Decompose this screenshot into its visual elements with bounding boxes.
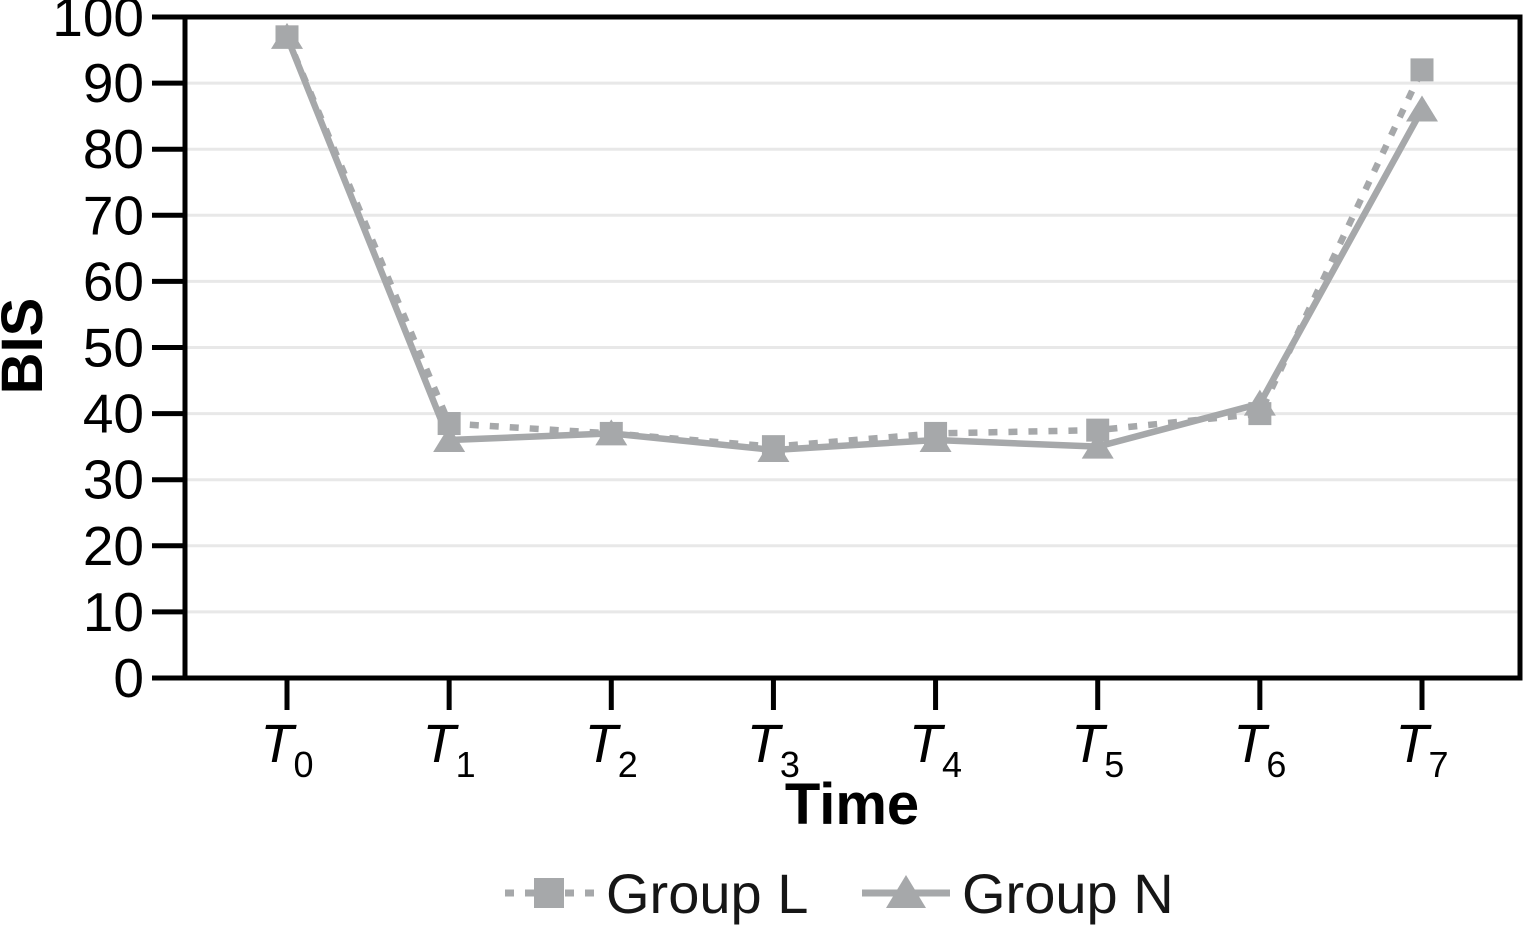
legend-item-group-l: Group L bbox=[505, 862, 808, 925]
x-tick-label: T3 bbox=[747, 714, 800, 785]
y-tick-label: 70 bbox=[83, 184, 144, 246]
marker-square bbox=[1086, 418, 1110, 442]
marker-square bbox=[275, 25, 299, 49]
marker-square bbox=[1248, 402, 1272, 426]
data-series bbox=[271, 22, 1438, 462]
y-tick-label: 20 bbox=[83, 515, 144, 577]
legend: Group L Group N bbox=[505, 862, 1174, 925]
legend-label-group-n: Group N bbox=[962, 862, 1174, 925]
x-tick-label: T5 bbox=[1071, 714, 1124, 785]
legend-triangle-marker-icon bbox=[886, 875, 926, 908]
y-tick-label: 50 bbox=[83, 317, 144, 379]
series-line-group-l bbox=[284, 35, 1425, 450]
y-tick-label: 60 bbox=[83, 250, 144, 312]
y-tick-label: 80 bbox=[83, 118, 144, 180]
x-tick-label: T4 bbox=[909, 714, 962, 785]
y-tick-label: 90 bbox=[83, 52, 144, 114]
y-tick-label: 100 bbox=[52, 0, 144, 48]
marker-square bbox=[437, 412, 461, 436]
marker-square bbox=[1410, 58, 1434, 82]
marker-triangle bbox=[433, 426, 466, 453]
x-tick-label: T1 bbox=[423, 714, 476, 785]
marker-square bbox=[599, 421, 623, 445]
legend-label-group-l: Group L bbox=[606, 862, 808, 925]
gridlines bbox=[185, 81, 1520, 614]
x-tick-label: T0 bbox=[260, 714, 313, 785]
x-tick-label: T6 bbox=[1233, 714, 1286, 785]
marker-square bbox=[924, 421, 948, 445]
x-axis-ticks bbox=[284, 678, 1425, 710]
marker-triangle bbox=[1081, 432, 1114, 459]
marker-triangle bbox=[1406, 95, 1438, 122]
x-tick-label: T2 bbox=[585, 714, 638, 785]
y-tick-label: 40 bbox=[83, 383, 144, 445]
series-line-group-n bbox=[283, 35, 1425, 454]
y-tick-label: 10 bbox=[83, 581, 144, 643]
legend-item-group-n: Group N bbox=[862, 862, 1174, 925]
y-axis-title: BIS bbox=[0, 298, 55, 395]
x-axis-tick-labels: T0 T1 T2 T3 T4 T5 T6 T7 bbox=[260, 714, 1448, 785]
y-axis-ticks bbox=[152, 14, 185, 681]
y-tick-label: 30 bbox=[83, 449, 144, 511]
marker-square bbox=[761, 435, 785, 459]
x-tick-label: T7 bbox=[1395, 714, 1448, 785]
y-tick-label: 0 bbox=[113, 647, 144, 709]
legend-square-marker-icon bbox=[534, 878, 564, 908]
x-axis-title: Time bbox=[785, 772, 919, 837]
